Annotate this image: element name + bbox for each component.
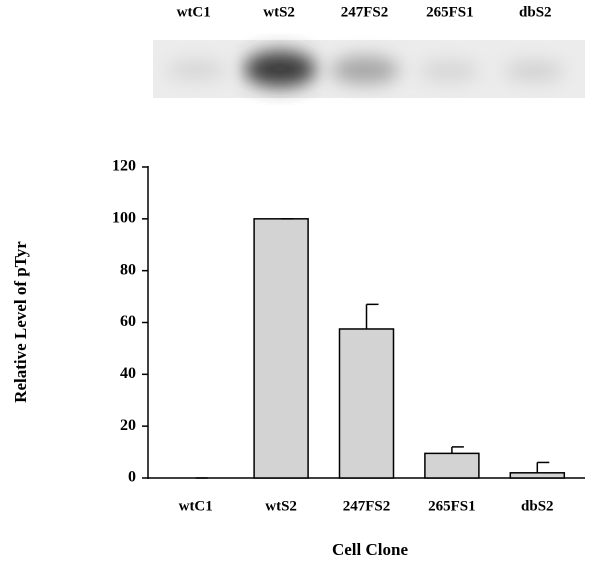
error-bar: [536, 461, 550, 473]
y-tick-label: 60: [120, 313, 136, 330]
blot-lane-label: 247FS2: [341, 4, 389, 20]
error-bar: [365, 303, 379, 329]
y-tick-label: 0: [128, 469, 136, 486]
error-bar: [451, 446, 464, 454]
y-axis-label: Relative Level of pTyr: [11, 241, 30, 403]
blot-image: [153, 40, 585, 98]
y-tick-label: 120: [112, 158, 136, 175]
y-tick-label: 80: [120, 261, 136, 278]
blot-lane-label: dbS2: [519, 4, 552, 20]
x-tick-label: dbS2: [521, 498, 554, 514]
x-tick-label: wtC1: [179, 498, 213, 514]
y-tick-label: 40: [120, 365, 136, 382]
x-tick-label: 265FS1: [428, 498, 476, 514]
bar: [253, 218, 309, 479]
blot-lane-label: wtC1: [177, 4, 211, 20]
y-tick-label: 100: [112, 210, 136, 227]
blot-lane-label: wtS2: [263, 4, 295, 20]
y-tick-label: 20: [120, 417, 136, 434]
bar: [509, 472, 566, 479]
x-axis-label: Cell Clone: [332, 540, 408, 559]
x-tick-label: 247FS2: [343, 498, 391, 514]
bar: [338, 328, 395, 479]
blot-lane-label: 265FS1: [426, 4, 474, 20]
x-tick-label: wtS2: [265, 498, 297, 514]
bar: [424, 452, 480, 479]
